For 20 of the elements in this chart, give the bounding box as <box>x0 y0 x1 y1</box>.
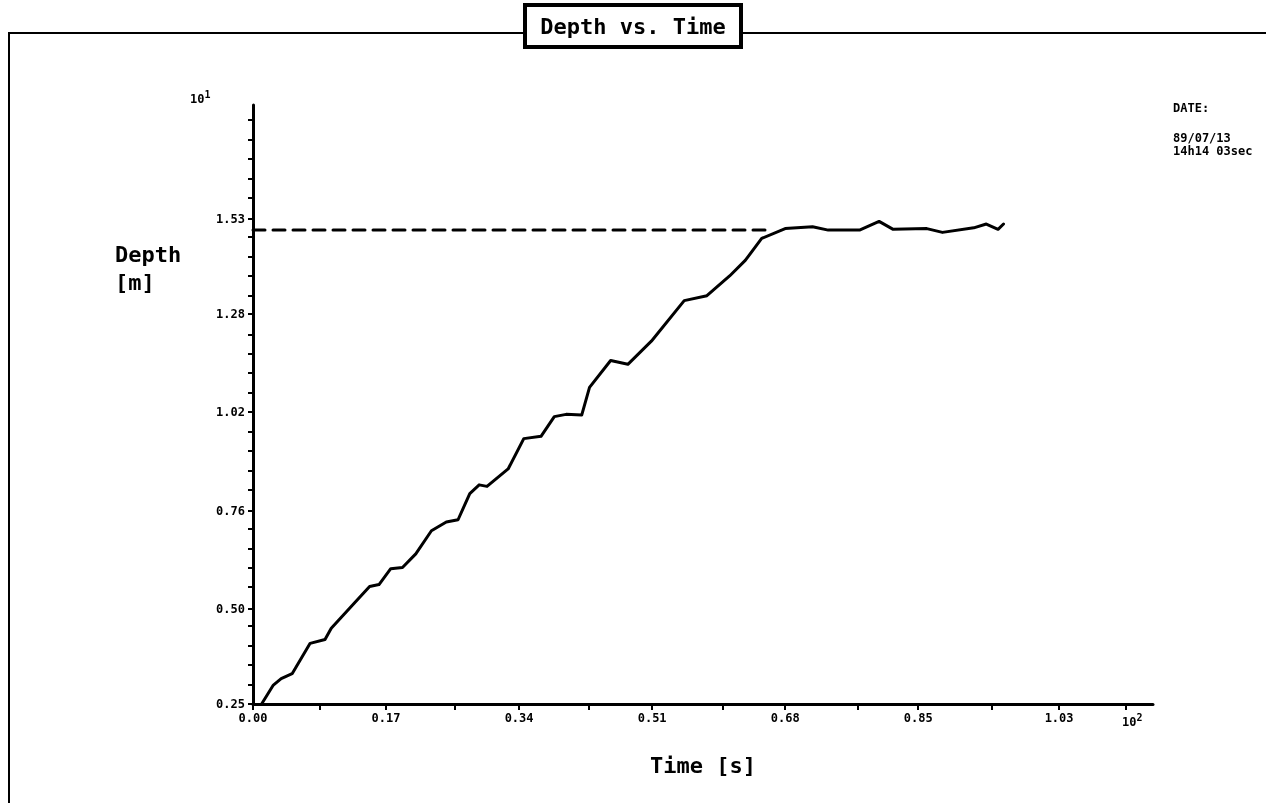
x-tick-label: 0.51 <box>637 711 667 725</box>
y-tick-label: 0.76 <box>216 503 245 518</box>
text: DATE: <box>1173 101 1210 115</box>
y-tick-label: 1.53 <box>216 211 245 226</box>
x-tick-label: 0.68 <box>770 711 800 725</box>
text: 10$^{2}$ <box>1122 711 1143 729</box>
x-tick-label: 0.85 <box>903 711 933 725</box>
x-tick-label: 1.03 <box>1044 711 1074 725</box>
text: 89/07/13 14h14 03sec <box>1173 131 1253 158</box>
x-tick-label: 0.00 <box>238 711 268 725</box>
x-tick-label: 0.34 <box>504 711 534 725</box>
x-axis-title: Time [s] <box>650 752 756 778</box>
y-tick-label: 0.50 <box>216 602 245 617</box>
y-tick-label: 0.25 <box>216 697 245 711</box>
y-tick-label: 1.02 <box>216 405 245 420</box>
x-tick-label: 0.17 <box>371 711 401 725</box>
chart-title: Depth vs. Time <box>540 13 726 39</box>
y-axis-title: Depth [m] <box>115 241 182 295</box>
text: 10$^{1}$ <box>190 88 211 106</box>
y-tick-label: 1.28 <box>216 306 245 321</box>
